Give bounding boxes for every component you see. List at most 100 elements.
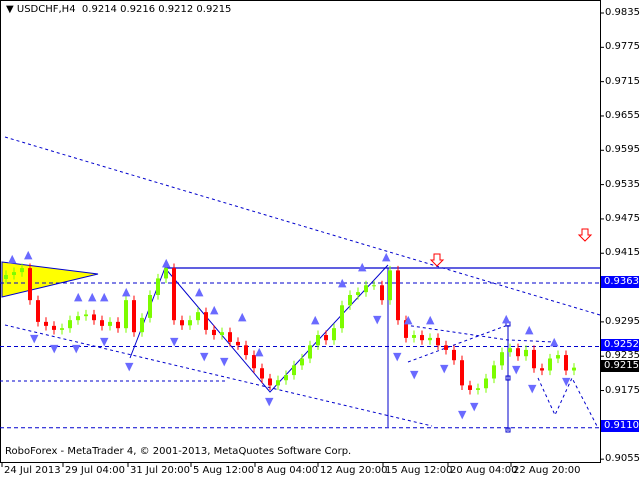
bear-candle: [172, 268, 176, 321]
bear-candle: [460, 360, 464, 386]
fractal-up-icon: ▲: [195, 285, 204, 298]
y-tick-label: 0.9595: [605, 144, 640, 156]
bull-candle: [524, 349, 528, 357]
x-tick-label: 22 Aug 20:00: [513, 465, 581, 476]
bull-candle: [196, 312, 200, 321]
fractal-up-icon: ▲: [502, 312, 511, 325]
bear-candle: [396, 270, 400, 321]
bull-candle: [556, 355, 560, 359]
x-tick-label: 5 Aug 12:00: [193, 465, 255, 476]
bear-candle: [228, 332, 232, 342]
y-tick-label: 0.9775: [605, 41, 640, 53]
triangle-down-icon[interactable]: ▼: [6, 4, 17, 15]
bull-candle: [508, 348, 512, 353]
fractal-up-icon: ▲: [122, 285, 131, 298]
fractal-up-icon: ▲: [382, 250, 391, 263]
fractal-up-icon: ▲: [74, 290, 83, 303]
bull-candle: [164, 268, 168, 279]
fractal-up-icon: ▲: [238, 310, 247, 323]
bull-candle: [68, 320, 72, 329]
bull-candle: [364, 285, 368, 293]
bear-candle: [92, 314, 96, 321]
y-tick-label: 0.9235: [605, 350, 640, 362]
bull-candle: [348, 294, 352, 306]
y-tick-label: 0.9835: [605, 7, 640, 18]
fractal-down-icon: ▼: [410, 368, 419, 381]
x-tick-label: 29 Jul 04:00: [65, 465, 125, 476]
x-tick-label: 24 Jul 2013: [4, 465, 61, 476]
marker-handle[interactable]: [505, 375, 511, 381]
chart-frame: [0, 0, 601, 463]
y-tick-label: 0.9415: [605, 247, 640, 259]
bear-candle: [404, 320, 408, 338]
bear-candle: [260, 368, 264, 379]
bear-candle: [52, 325, 56, 330]
bear-candle: [132, 300, 136, 333]
y-tick-label: 0.9535: [605, 178, 640, 190]
bear-candle: [180, 320, 184, 326]
bull-candle: [548, 358, 552, 371]
fractal-up-icon: ▲: [88, 290, 97, 303]
price-axis-ticks: [600, 12, 604, 460]
upper-trendline: [4, 136, 601, 316]
bull-candle: [124, 300, 128, 329]
fractal-down-icon: ▼: [562, 375, 571, 388]
fractal-down-icon: ▼: [200, 350, 209, 363]
y-tick-label: 0.9175: [605, 384, 640, 396]
bear-candle: [204, 312, 208, 330]
bull-candle: [476, 388, 480, 390]
bull-candle: [60, 328, 64, 330]
fractal-down-icon: ▼: [72, 342, 81, 355]
fractal-up-icon: ▲: [162, 256, 171, 269]
bull-candle: [188, 320, 192, 326]
fractal-down-icon: ▼: [440, 362, 449, 375]
bear-candle: [252, 355, 256, 369]
bull-candle: [276, 380, 280, 386]
x-tick-label: 20 Aug 04:00: [450, 465, 518, 476]
copyright-text: RoboForex - MetaTrader 4, © 2001-2013, M…: [5, 446, 352, 457]
bull-candle: [388, 270, 392, 301]
bull-candle: [12, 272, 16, 275]
bull-candle: [356, 292, 360, 295]
bear-candle: [244, 345, 248, 356]
bear-candle: [532, 349, 536, 369]
x-tick-label: 31 Jul 20:00: [130, 465, 190, 476]
fractal-arrows: ▲ ▲ ▲ ▲ ▲ ▲▲ ▲▲▲ ▲▲ ▲▲▲ ▲ ▲ ▲ ▲▲ ▼▼ ▼ ▼▼▼ ▼ ▼▼ …: [8, 248, 571, 421]
level-label-0.9363: 0.9363: [601, 276, 639, 288]
fractal-down-icon: ▼: [30, 332, 39, 345]
y-tick-label: 0.9055: [605, 453, 640, 465]
current-price-label: 0.9215: [601, 360, 639, 372]
marker-handle[interactable]: [505, 321, 511, 327]
fractal-down-icon: ▼: [100, 335, 109, 348]
bear-candle: [420, 335, 424, 341]
fractal-down-icon: ▼: [512, 363, 521, 376]
down-arrow-icon: [429, 228, 593, 267]
symbol-label: USDCHF,H4: [16, 4, 76, 15]
fractal-up-icon: ▲: [210, 303, 219, 316]
bear-candle: [100, 320, 104, 326]
bull-candle: [500, 352, 504, 366]
fractal-up-icon: ▲: [550, 335, 559, 348]
fractal-down-icon: ▼: [458, 408, 467, 421]
yellow-triangle-pattern: [1, 261, 99, 298]
bull-candle: [484, 378, 488, 389]
fractal-down-icon: ▼: [393, 350, 402, 363]
bear-candle: [436, 337, 440, 346]
y-tick-label: 0.9295: [605, 315, 640, 327]
y-tick-label: 0.9475: [605, 212, 640, 224]
bear-candle: [468, 385, 472, 390]
fractal-up-icon: ▲: [311, 313, 320, 326]
bear-candle: [28, 268, 32, 301]
bull-candle: [4, 274, 8, 279]
y-tick-label: 0.9655: [605, 109, 640, 121]
bull-candle: [572, 367, 576, 371]
bear-candle: [116, 321, 120, 329]
fractal-down-icon: ▼: [470, 400, 479, 413]
fractal-down-icon: ▼: [265, 395, 274, 408]
bull-candle: [428, 337, 432, 341]
fractal-up-icon: ▲: [255, 345, 264, 358]
fractal-up-icon: ▲: [358, 260, 367, 273]
bear-candle: [516, 348, 520, 357]
bull-candle: [220, 332, 224, 336]
